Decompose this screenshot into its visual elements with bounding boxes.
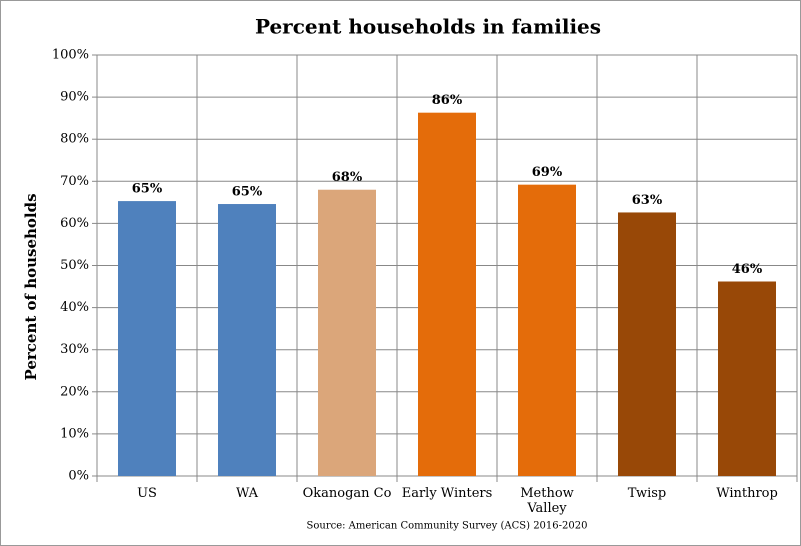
y-axis-label: Percent of households: [22, 193, 40, 380]
x-tick-label: Methow Valley: [520, 486, 574, 516]
y-tick-label: 10%: [60, 426, 89, 441]
y-tick-label: 40%: [60, 300, 89, 315]
y-tick-label: 0%: [68, 469, 89, 484]
data-label: 46%: [732, 262, 763, 277]
bar: [218, 204, 276, 476]
chart-title: Percent households in families: [255, 15, 601, 39]
y-tick-label: 30%: [60, 342, 89, 357]
bar: [718, 281, 776, 476]
data-label: 68%: [332, 170, 363, 185]
x-tick-label: US: [137, 486, 157, 501]
y-tick-label: 50%: [60, 258, 89, 273]
bar: [318, 189, 376, 476]
data-label: 63%: [632, 193, 663, 208]
y-tick-label: 60%: [60, 216, 89, 231]
source-note: Source: American Community Survey (ACS) …: [307, 521, 588, 532]
y-tick-label: 80%: [60, 132, 89, 147]
x-tick-label: WA: [235, 486, 259, 501]
y-tick-label: 20%: [60, 384, 89, 399]
bar: [518, 184, 576, 476]
x-tick-label: Okanogan Co: [302, 486, 392, 501]
x-tick-label: Early Winters: [401, 486, 493, 501]
x-tick-label: Winthrop: [716, 486, 778, 501]
y-tick-label: 70%: [60, 174, 89, 189]
bar: [118, 201, 176, 476]
y-tick-label: 90%: [60, 90, 89, 105]
bar: [418, 112, 476, 476]
y-tick-label: 100%: [52, 48, 89, 63]
data-label: 65%: [232, 185, 263, 200]
data-label: 65%: [132, 182, 163, 197]
data-label: 86%: [432, 93, 463, 108]
x-tick-label: Twisp: [627, 486, 667, 501]
data-label: 69%: [532, 165, 563, 180]
bar: [618, 212, 676, 477]
